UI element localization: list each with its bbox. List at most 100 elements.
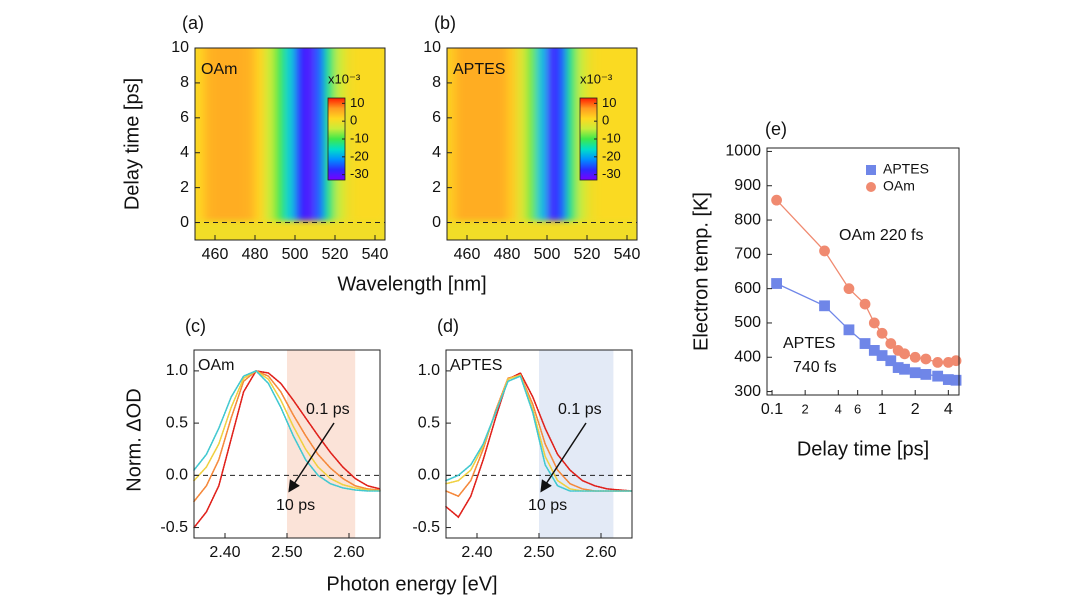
plot-frame [445,349,633,539]
heatmap [195,48,385,240]
data-point [771,194,782,206]
panel-label: (d) [437,316,459,336]
heatmap-cell [596,48,608,221]
y-tick-label: 2 [180,179,189,196]
heatmap-cell [244,48,256,221]
colorbar-unit: x10⁻³ [328,71,361,86]
x-tick-label: 2.50 [271,544,302,561]
annotation: 10 ps [528,497,567,514]
highlight-band [539,350,614,538]
y-tick-label: 4 [180,144,189,161]
heatmap-cell [616,48,628,221]
panel-label: (c) [185,316,206,336]
plot-frame [193,349,381,539]
heatmap-cell [506,48,518,221]
annotation: 0.1 ps [306,401,350,418]
heatmap-cell [536,48,548,221]
heatmap-cell [566,48,578,221]
x-tick-label: 540 [362,246,389,263]
heatmap-cell [234,48,246,221]
colorbar-label: 0 [350,113,357,128]
y-tick-label: 6 [180,109,189,126]
y-tick-label: 0.0 [166,467,188,484]
annotation: APTES [783,335,835,352]
y-tick-label: 600 [734,280,761,297]
y-tick-label: 0 [180,214,189,231]
spectrum-line [445,375,632,492]
data-point [932,370,944,382]
panel-inner-label: OAm [201,61,237,78]
heatmap-cell [354,48,366,221]
colorbar-label: -30 [602,166,621,181]
y-tick-label: 800 [734,211,761,228]
heatmap-cell [254,48,266,221]
y-tick-label: 1.0 [166,362,188,379]
x-tick-label: 460 [454,246,481,263]
colorbar-label: -20 [602,148,621,163]
colorbar-label: -20 [350,148,369,163]
heatmap-cell [214,48,226,221]
data-point [819,245,830,257]
heatmap-cell [466,48,478,221]
data-point [920,369,932,380]
heatmap-cell [274,48,286,221]
y-tick-label: 0 [432,214,441,231]
x-tick-label: 480 [242,246,269,263]
x-tick-label: 500 [534,246,561,263]
data-point [859,338,871,349]
panel-inner-label: OAm [198,357,234,374]
heatmap-cell [626,48,637,221]
y-axis-title: Norm. ΔOD [123,388,145,491]
y-tick-label: 2 [432,179,441,196]
y-axis-title: Electron temp. [K] [690,192,712,351]
x-tick-label: 500 [282,246,309,263]
panel-label: (e) [765,119,787,139]
panel-label: (a) [182,13,204,33]
panel-inner-label: APTES [450,357,502,374]
colorbar-label: 0 [602,113,609,128]
heatmap-cell [314,48,326,221]
y-tick-label: 1000 [725,143,761,160]
heatmap-cell [456,48,468,221]
colorbar-label: 10 [350,95,364,110]
spectrum-line [445,372,633,518]
spectrum-line [193,370,381,492]
y-tick-label: 6 [432,109,441,126]
x-tick-label: 6 [854,401,861,416]
x-tick-label: 540 [614,246,641,263]
x-tick-label: 520 [322,246,349,263]
annotation: OAm 220 fs [839,227,923,244]
x-tick-label: 2 [802,401,809,416]
panel-label: (b) [434,13,456,33]
heatmap-cell [606,48,618,221]
x-tick-label: 2.60 [585,544,616,561]
y-tick-label: 400 [734,348,761,365]
heatmap-cell [496,48,508,221]
data-point [899,363,910,375]
heatmap-cell [516,48,528,221]
heatmap-cell [195,48,206,221]
data-point [932,357,944,368]
plot-frame [194,47,386,241]
colorbar-label: 10 [602,95,616,110]
heatmap-cell [447,48,458,221]
x-tick-label: 2.60 [333,544,364,561]
annotation: 0.1 ps [558,401,602,418]
y-tick-label: 0.5 [418,414,440,431]
x-tick-label: 1 [878,401,887,418]
colorbar-label: -10 [602,130,621,145]
heatmap-cell [304,48,316,221]
heatmap-cell [364,48,376,221]
heatmap-cell [526,48,538,221]
data-point [950,355,962,367]
x-axis-title: Delay time [ps] [797,438,929,460]
heatmap-cell [294,48,306,221]
legend-label: OAm [883,178,915,194]
y-tick-label: 1.0 [418,362,440,379]
y-axis-title: Delay time [ps] [121,78,143,210]
data-point [843,324,855,336]
data-point [771,278,782,289]
y-tick-label: -0.5 [160,519,188,536]
panel-inner-label: APTES [453,61,505,78]
